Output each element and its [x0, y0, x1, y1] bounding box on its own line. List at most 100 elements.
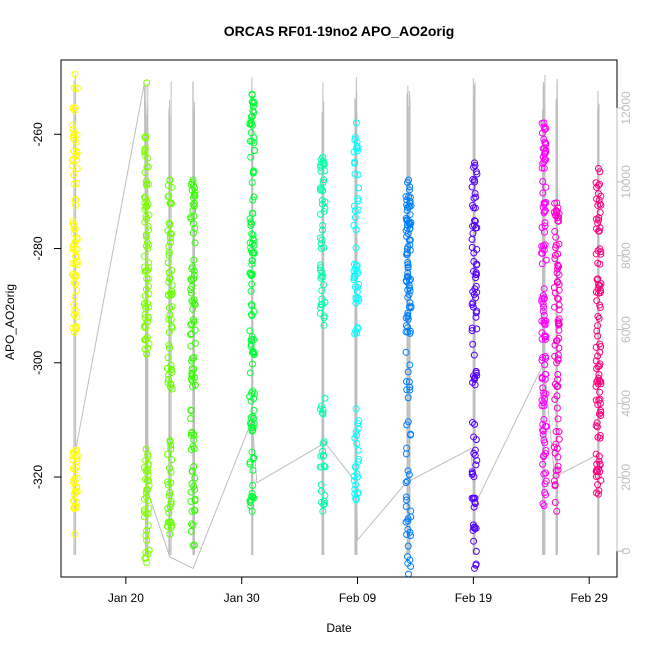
data-point [143, 333, 151, 341]
data-point [594, 322, 602, 330]
data-point [540, 164, 548, 172]
data-point [69, 271, 77, 279]
data-point [248, 333, 256, 341]
data-point [247, 340, 255, 348]
data-point [592, 357, 600, 365]
data-point [553, 382, 561, 390]
data-point [317, 402, 325, 410]
data-point [190, 191, 198, 199]
data-point [555, 213, 563, 221]
data-point [471, 494, 479, 502]
data-point [541, 439, 549, 447]
data-point [187, 342, 195, 350]
data-point [249, 196, 257, 204]
data-point [405, 176, 412, 184]
data-point [167, 441, 175, 449]
data-point [165, 341, 173, 349]
data-point [249, 466, 257, 474]
data-point [321, 500, 329, 507]
data-point [190, 316, 198, 324]
data-point [552, 428, 560, 436]
data-point [168, 303, 176, 311]
data-point [142, 467, 150, 475]
data-point [594, 190, 602, 198]
data-point [318, 226, 326, 234]
data-point [71, 306, 79, 314]
data-point [404, 309, 412, 317]
data-point [167, 498, 175, 506]
data-point [472, 261, 480, 269]
data-point [69, 243, 77, 251]
data-point [167, 316, 175, 324]
data-point [551, 380, 559, 388]
data-point [402, 193, 410, 201]
data-point [407, 304, 415, 312]
data-point [551, 395, 559, 403]
data-point [470, 351, 478, 359]
data-point [187, 414, 195, 422]
data-point [472, 193, 480, 201]
data-point [541, 219, 549, 227]
data-point [144, 154, 152, 162]
data-point [403, 477, 411, 485]
data-point [354, 206, 362, 214]
data-point [351, 136, 359, 144]
data-point [593, 423, 601, 431]
data-point [250, 241, 258, 249]
data-point [541, 222, 549, 230]
connector-line [74, 82, 599, 570]
data-point [167, 468, 175, 476]
data-point [469, 526, 477, 534]
data-point [593, 327, 601, 335]
data-point [246, 458, 254, 466]
data-point [402, 277, 410, 285]
data-point [538, 129, 546, 137]
data-point [69, 133, 77, 141]
data-point [554, 351, 562, 359]
data-point [69, 104, 77, 112]
data-point [468, 419, 476, 427]
data-point [471, 189, 479, 197]
data-point [144, 497, 152, 505]
data-point [316, 266, 324, 274]
data-point [141, 193, 149, 201]
data-point [539, 460, 547, 468]
data-point [354, 425, 362, 433]
data-point [404, 264, 412, 272]
x-axis-label: Date [326, 621, 352, 635]
data-point [354, 171, 362, 179]
data-point [552, 467, 560, 475]
data-point [69, 497, 77, 505]
data-point [190, 506, 198, 514]
data-point [144, 344, 152, 352]
data-point [592, 179, 600, 187]
data-point [248, 112, 256, 120]
data-point [355, 417, 363, 425]
data-point [540, 436, 548, 444]
data-point [140, 495, 148, 503]
y-tick-label: -280 [31, 236, 45, 260]
data-point [352, 266, 360, 274]
data-point [350, 202, 358, 210]
data-point [592, 422, 600, 430]
data-point [596, 460, 604, 468]
data-point [320, 314, 328, 322]
data-point [319, 153, 327, 161]
data-point [319, 507, 327, 515]
data-point [166, 289, 174, 297]
data-point [351, 170, 359, 178]
data-point [69, 125, 77, 133]
data-point [142, 335, 150, 343]
data-point [594, 275, 602, 283]
data-point [166, 438, 174, 446]
data-point [166, 503, 174, 511]
data-point [402, 493, 410, 501]
data-point [551, 499, 559, 507]
data-point [403, 216, 411, 224]
data-point [320, 176, 328, 184]
data-point [71, 484, 79, 492]
data-point [553, 507, 561, 515]
data-point [166, 199, 174, 207]
data-point [555, 281, 563, 289]
data-point [69, 465, 77, 473]
